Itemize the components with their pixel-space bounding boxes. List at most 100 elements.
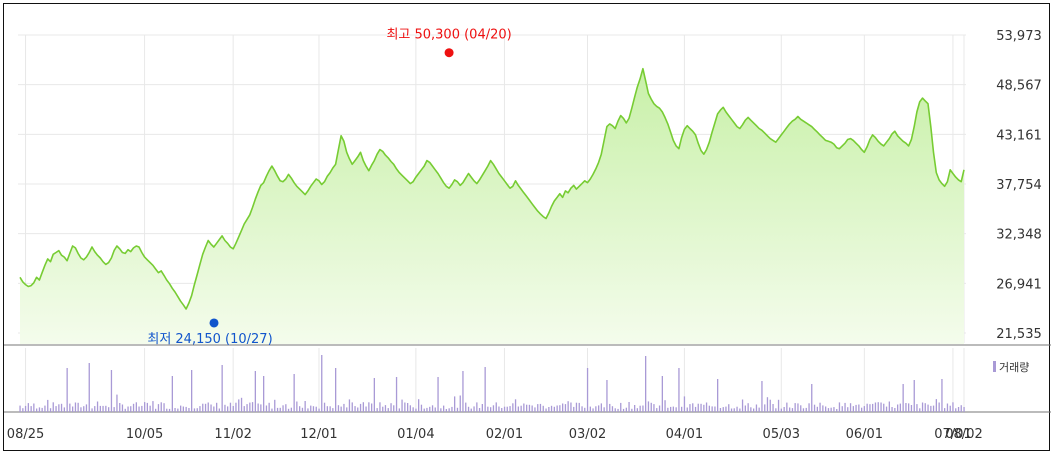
x-tick-label: 08/02 — [945, 427, 982, 442]
volume-bar — [238, 399, 240, 412]
volume-bar — [451, 406, 453, 412]
volume-bar — [124, 408, 126, 412]
volume-bar — [72, 406, 74, 412]
volume-bar — [166, 408, 168, 412]
volume-bar — [274, 399, 276, 412]
volume-bar — [437, 377, 439, 412]
volume-bar — [805, 407, 807, 412]
volume-bar — [874, 402, 877, 412]
volume-bar — [501, 408, 503, 412]
volume-bar — [418, 399, 420, 412]
volume-bar — [833, 407, 835, 412]
volume-bar — [866, 403, 868, 412]
volume-bar — [251, 402, 254, 412]
volume-bar — [946, 403, 949, 412]
volume-bar — [539, 403, 542, 412]
volume-bar — [614, 408, 616, 412]
volume-bar — [777, 399, 780, 412]
volume-bar — [490, 407, 492, 412]
volume-bar — [944, 408, 946, 412]
volume-bar — [750, 407, 752, 412]
volume-bar — [459, 395, 461, 412]
volume-bar — [603, 407, 605, 412]
volume-bar — [852, 406, 854, 412]
volume-bar — [584, 407, 586, 412]
volume-bar — [957, 407, 960, 412]
volume-bar — [622, 408, 625, 412]
volume-bar — [786, 402, 788, 412]
price-line — [19, 67, 965, 310]
volume-bar — [811, 384, 813, 412]
volume-bar — [509, 406, 511, 412]
volume-bar — [401, 399, 403, 412]
volume-bar — [689, 404, 691, 412]
volume-bar — [636, 408, 638, 412]
volume-bar — [426, 407, 428, 412]
volume-bar — [952, 402, 954, 412]
x-tick-label: 01/04 — [397, 427, 434, 442]
volume-bar — [858, 404, 860, 412]
volume-bar — [863, 406, 865, 412]
volume-bar — [836, 409, 838, 412]
volume-bar — [407, 403, 409, 412]
volume-bar — [791, 408, 794, 412]
volume-bar — [694, 406, 697, 412]
volume-bar — [520, 405, 522, 412]
volume-bar — [346, 407, 348, 412]
y-tick-label: 53,973 — [996, 29, 1042, 44]
volume-bar — [910, 405, 913, 412]
volume-bar — [390, 403, 392, 412]
volume-bar — [894, 408, 896, 412]
volume-bar — [462, 371, 464, 412]
volume-bar — [293, 374, 295, 412]
max-price-marker — [444, 48, 454, 58]
volume-bar — [700, 403, 702, 412]
volume-bar — [80, 407, 82, 412]
volume-bar — [19, 405, 21, 412]
volume-bar — [766, 397, 769, 412]
volume-bar — [199, 406, 201, 412]
volume-bar — [955, 408, 957, 412]
volume-bar — [368, 402, 370, 412]
volume-bar — [697, 403, 699, 412]
volume-bar — [58, 404, 60, 412]
volume-bar — [287, 408, 290, 412]
volume-bar — [642, 405, 644, 412]
volume-bar — [33, 403, 35, 412]
volume-bar — [202, 403, 204, 412]
volume-bar — [429, 406, 431, 412]
x-tick-label: 05/03 — [763, 427, 800, 442]
volume-bar — [775, 408, 777, 412]
volume-bar — [36, 408, 38, 412]
volume-bar — [299, 406, 301, 412]
volume-bar — [847, 407, 849, 412]
volume-bar — [556, 405, 558, 412]
volume-bar — [329, 406, 331, 412]
volume-bar — [431, 405, 434, 412]
volume-bar — [465, 402, 467, 412]
volume-bar — [653, 404, 655, 412]
volume-bar — [600, 403, 602, 412]
volume-bar — [883, 403, 885, 412]
y-axis-tick-labels: 53,973 48,567 43,161 37,754 32,348 26,941 21,5… — [996, 29, 1042, 342]
volume-bar — [562, 403, 564, 412]
volume-bar — [315, 406, 317, 412]
volume-bar — [941, 379, 943, 412]
volume-bar — [434, 407, 436, 412]
volume-bar — [63, 407, 65, 412]
volume-bar — [362, 402, 364, 412]
x-tick-label: 10/05 — [126, 427, 163, 442]
volume-bar — [127, 406, 129, 412]
volume-bar — [921, 402, 924, 412]
volume-bar — [661, 376, 663, 412]
volume-bar — [96, 401, 99, 412]
volume-bar — [456, 407, 459, 412]
volume-bar — [506, 406, 508, 412]
volume-bar — [919, 408, 921, 412]
volume-bar — [741, 399, 744, 412]
volume-bar — [573, 406, 575, 412]
volume-bar — [240, 397, 243, 412]
volume-bar — [667, 407, 669, 412]
volume-bar — [196, 408, 198, 412]
volume-bar — [711, 406, 713, 412]
